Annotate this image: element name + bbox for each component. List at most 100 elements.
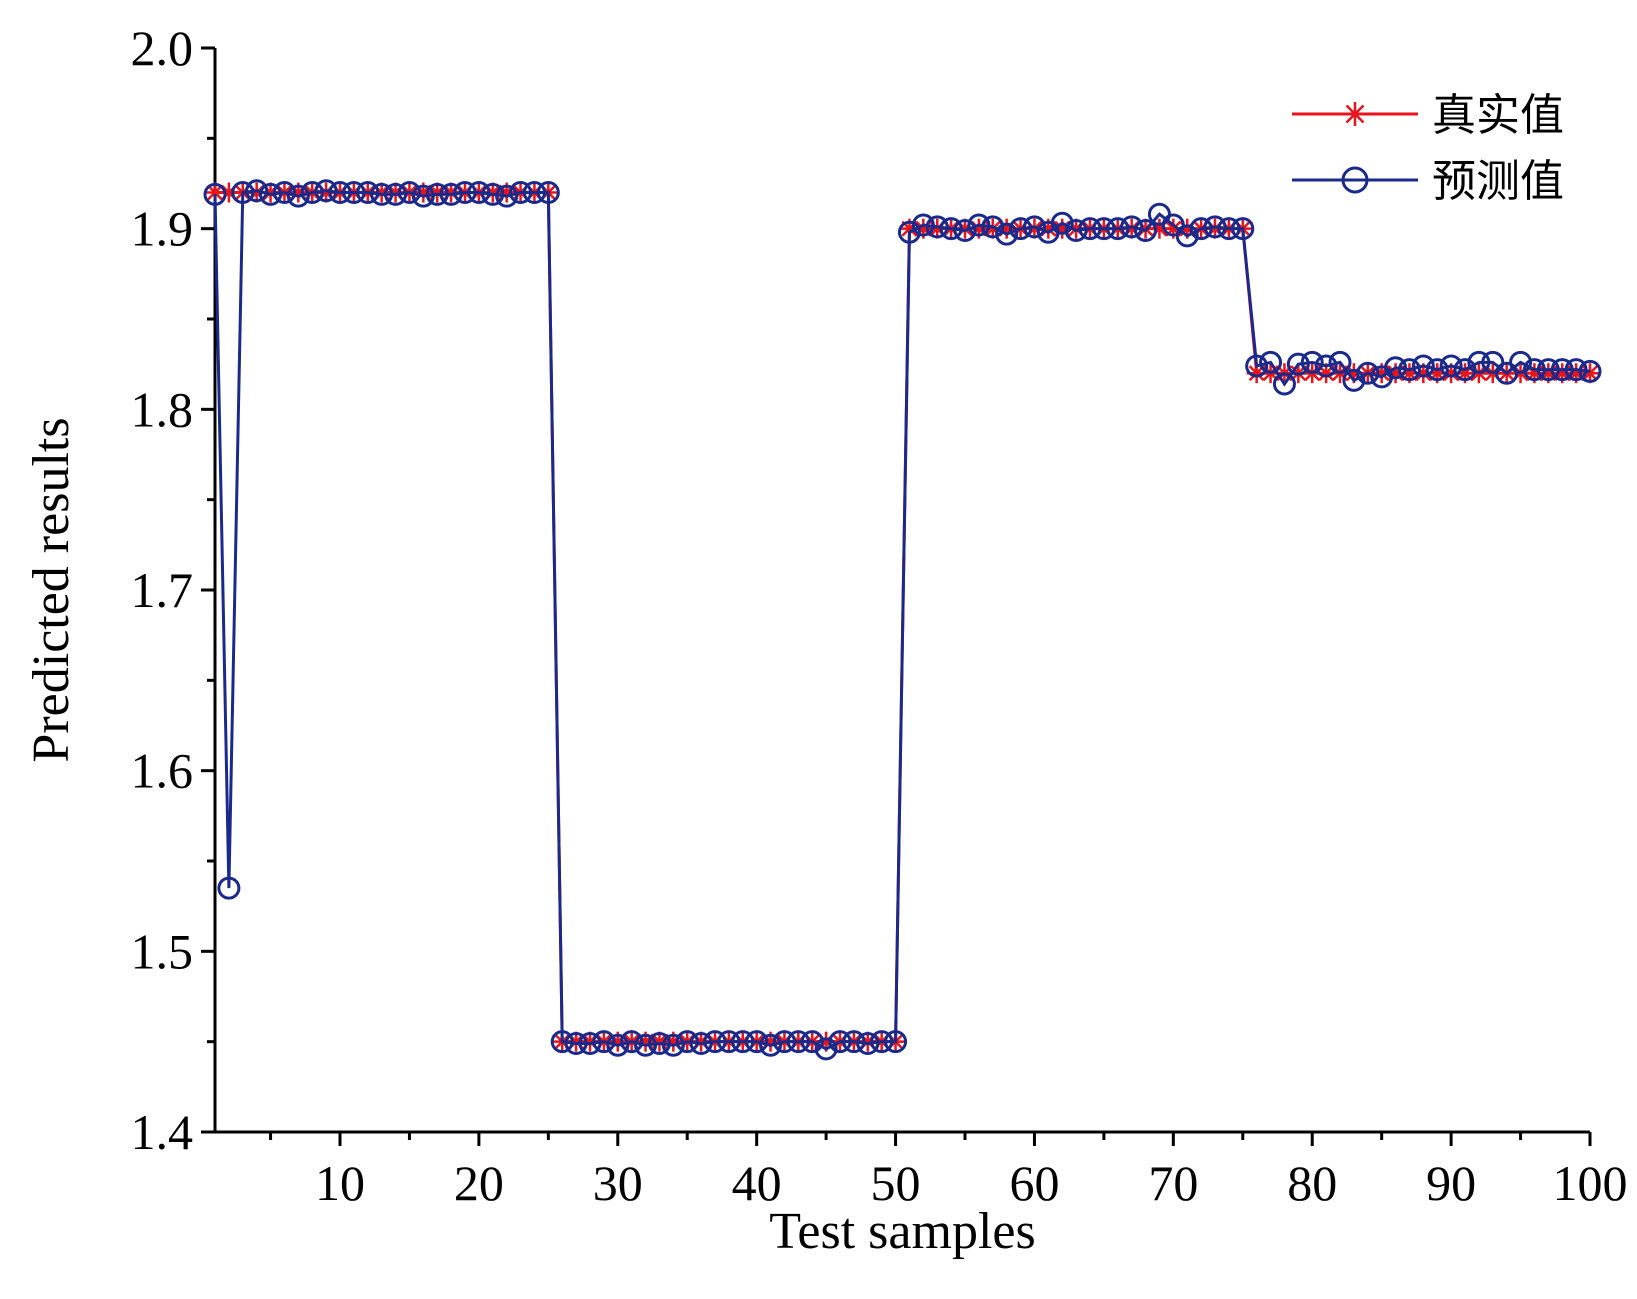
x-tick-label: 80 [1287,1155,1337,1211]
data-point [925,215,949,239]
data-point [939,217,963,241]
data-point [717,1030,741,1054]
data-point [967,213,991,237]
data-point [786,1030,810,1054]
data-point [856,1031,880,1055]
data-point [1495,361,1519,385]
legend-marker [1341,166,1369,194]
data-point [245,179,269,203]
y-axis-title: Predicted results [23,417,80,762]
data-point [870,1030,894,1054]
data-point [286,184,310,208]
data-point [1522,358,1546,382]
data-point [1425,358,1449,382]
data-point [1106,217,1130,241]
data-point [550,1030,574,1054]
data-point [1328,350,1352,374]
data-point [467,181,491,205]
data-point [1189,217,1213,241]
x-tick-label: 20 [454,1155,504,1211]
x-tick-label: 90 [1426,1155,1476,1211]
legend-label: 预测值 [1432,156,1564,207]
data-point [1134,218,1158,242]
y-tick-label: 1.4 [131,1104,194,1160]
data-point [1439,354,1463,378]
data-point [828,1030,852,1054]
data-point [606,1033,630,1057]
y-tick-label: 2.0 [131,20,194,76]
data-point [1272,372,1296,396]
data-point [1384,356,1408,380]
x-tick-label: 40 [732,1155,782,1211]
data-point [384,182,408,206]
data-point [1161,213,1185,237]
data-point [1300,350,1324,374]
data-point [1509,350,1533,374]
data-point [1120,215,1144,239]
data-point [759,1033,783,1057]
data-point [953,218,977,242]
data-point [217,876,241,900]
y-tick-label: 1.5 [131,923,194,979]
data-point [1314,354,1338,378]
data-point [1467,350,1491,374]
data-point [536,181,560,205]
data-point [897,220,921,244]
y-tick-label: 1.8 [131,381,194,437]
data-point [1092,217,1116,241]
data-point [578,1031,602,1055]
data-point [1481,350,1505,374]
data-point [1536,358,1560,382]
data-point [328,181,352,205]
data-point [675,1030,699,1054]
data-point [425,182,449,206]
data-point [522,181,546,205]
axes: 1.4 1.5 1.6 1.7 1.8 1.9 2.0 10 20 30 40 50 60 70 80 90 1… [131,20,1628,1211]
data-point [814,1037,838,1061]
data-point [995,222,1019,246]
data-point [509,181,533,205]
data-point [564,1031,588,1055]
series-2 [203,179,1602,1061]
data-point [203,182,227,206]
data-point [481,182,505,206]
data-point [314,179,338,203]
data-point [661,1033,685,1057]
data-point [259,182,283,206]
y-tick-label: 1.9 [131,201,194,257]
data-point [231,181,255,205]
data-point [397,181,421,205]
data-point [884,1030,908,1054]
x-tick-label: 60 [1009,1155,1059,1211]
data-point [981,215,1005,239]
data-point [647,1031,671,1055]
data-point [1175,224,1199,248]
data-point [911,213,935,237]
data-point [453,181,477,205]
data-point [411,184,435,208]
data-point [800,1030,824,1054]
legend-item-2: 预测值 [1292,156,1564,207]
x-tick-label: 50 [871,1155,921,1211]
data-point [1550,358,1574,382]
data-point [842,1030,866,1054]
data-point [1356,361,1380,385]
data-point [439,182,463,206]
data-point [495,184,519,208]
data-point [300,181,324,205]
data-point [1397,358,1421,382]
x-axis-title: Test samples [769,1203,1035,1260]
data-point [1342,368,1366,392]
x-tick-label: 10 [315,1155,365,1211]
data-point [1022,215,1046,239]
data-point [703,1030,727,1054]
data-point [1147,202,1171,226]
data-point [1203,215,1227,239]
data-point [1564,358,1588,382]
data-point [342,181,366,205]
legend-item-1: 真实值 [1292,90,1564,141]
data-point [1231,217,1255,241]
